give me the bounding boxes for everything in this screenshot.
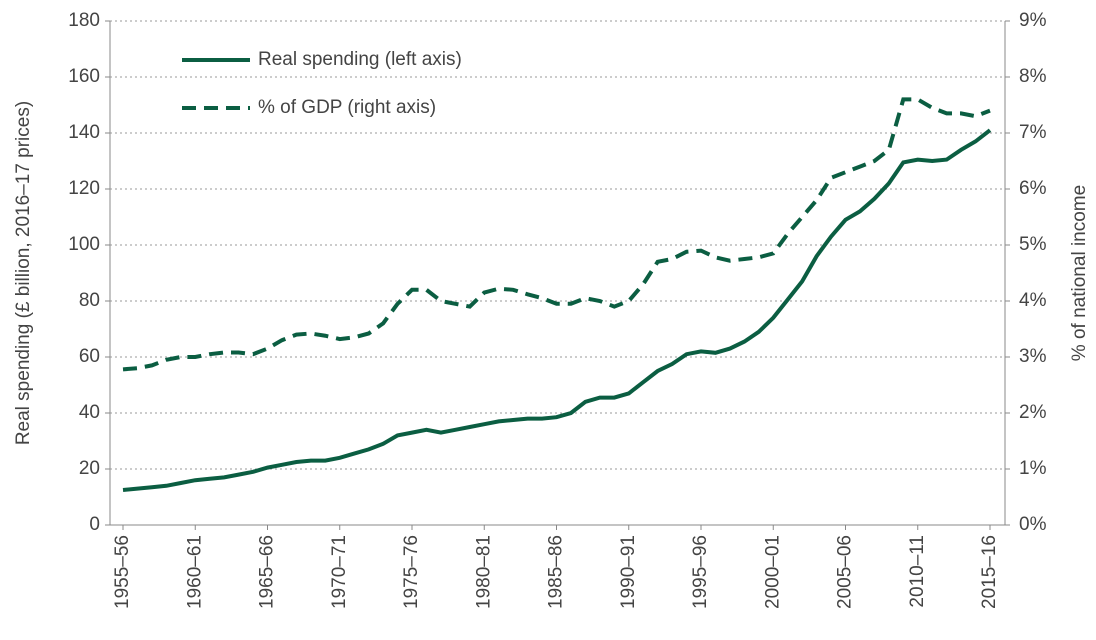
y2-tick-label: 6% [1019, 178, 1047, 199]
y2-tick-label: 3% [1019, 346, 1047, 367]
y-tick-label: 80 [79, 290, 100, 311]
x-tick-label: 1980–81 [473, 535, 494, 609]
y-tick-label: 60 [79, 346, 100, 367]
y2-tick-label: 7% [1019, 122, 1047, 143]
y2-tick-label: 0% [1019, 514, 1047, 535]
y2-tick-label: 8% [1019, 66, 1047, 87]
data-line [122, 97, 991, 372]
y-tick-label: 20 [79, 458, 100, 479]
y-tick-label: 40 [79, 402, 100, 423]
y-tick-label: 120 [68, 178, 100, 199]
y-tick-label: 100 [68, 234, 100, 255]
y2-tick-label: 9% [1019, 10, 1047, 31]
legend-label: Real spending (left axis) [258, 49, 462, 70]
x-tick-label: 2015–16 [979, 535, 1000, 609]
x-tick-label: 1995–96 [690, 535, 711, 609]
y2-tick-label: 5% [1019, 234, 1047, 255]
x-tick-label: 2000–01 [762, 535, 783, 609]
legend-label: % of GDP (right axis) [258, 97, 436, 118]
x-tick-label: 2010–11 [907, 535, 928, 608]
y-tick-label: 180 [68, 10, 100, 31]
x-tick-label: 1960–61 [184, 535, 205, 609]
y-tick-label: 0 [89, 514, 100, 535]
x-tick-label: 2005–06 [835, 535, 856, 609]
y2-tick-label: 1% [1019, 458, 1047, 479]
x-tick-label: 1975–76 [401, 535, 422, 609]
x-tick-label: 1955–56 [112, 535, 133, 609]
y-tick-label: 160 [68, 66, 100, 87]
x-tick-label: 1965–66 [257, 535, 278, 609]
y2-axis-title: % of national income [1069, 185, 1090, 361]
y-axis-title: Real spending (£ billion, 2016–17 prices… [13, 101, 34, 445]
y2-tick-label: 4% [1019, 290, 1047, 311]
y2-tick-label: 2% [1019, 402, 1047, 423]
x-tick-label: 1990–91 [618, 535, 639, 609]
data-line [122, 128, 992, 492]
y-tick-label: 140 [68, 122, 100, 143]
x-tick-label: 1985–86 [546, 535, 567, 609]
x-tick-label: 1970–71 [329, 535, 350, 609]
